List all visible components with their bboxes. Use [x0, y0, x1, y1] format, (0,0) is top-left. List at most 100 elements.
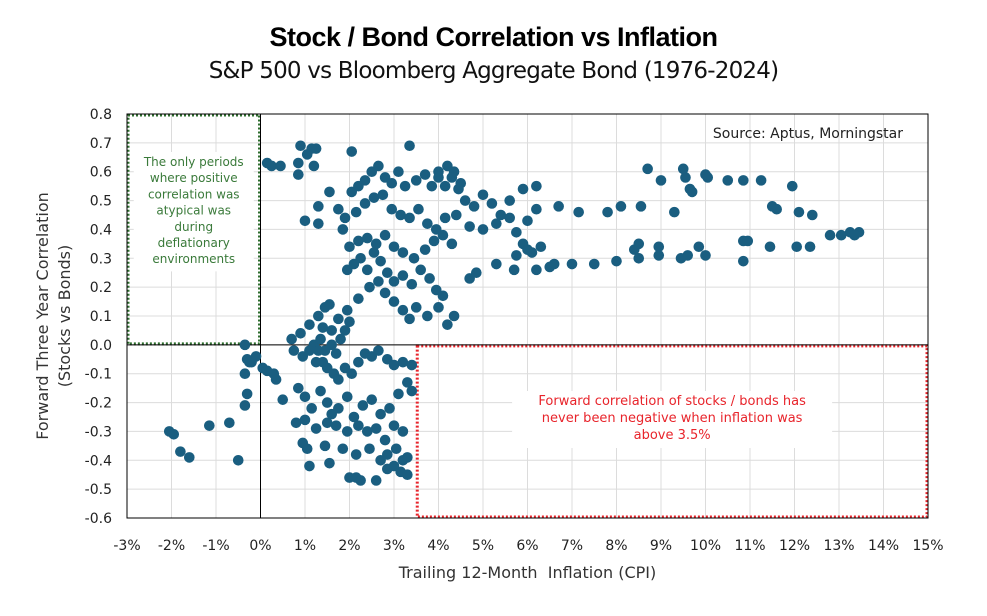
data-point: [682, 250, 693, 261]
data-point: [339, 212, 351, 224]
data-point: [439, 212, 451, 224]
data-point: [304, 345, 315, 356]
data-point: [293, 157, 304, 169]
inflation-note-line: Forward correlation of stocks / bonds ha…: [538, 394, 806, 409]
data-point: [451, 209, 462, 221]
data-point: [531, 264, 542, 276]
data-point: [402, 469, 413, 481]
data-point: [330, 348, 342, 359]
annotation-boxes: [126, 113, 929, 519]
data-point: [286, 333, 297, 345]
data-point: [702, 172, 714, 183]
data-point: [566, 258, 578, 270]
data-point: [419, 169, 431, 180]
data-point: [326, 339, 338, 351]
data-point: [442, 319, 453, 330]
data-point: [406, 359, 418, 371]
data-point: [175, 446, 186, 457]
data-point: [459, 195, 471, 206]
y-tick-label: 0.3: [90, 251, 112, 267]
x-tick-label: 13%: [823, 538, 854, 554]
data-point: [239, 400, 251, 411]
data-point: [393, 388, 404, 400]
data-point: [370, 423, 382, 434]
data-point: [522, 215, 533, 227]
data-point: [655, 175, 667, 186]
y-tick-label: -0.1: [85, 367, 112, 383]
x-tick-label: -3%: [113, 538, 140, 554]
x-tick-label: 7%: [561, 538, 583, 554]
data-point: [346, 368, 358, 380]
data-point: [277, 394, 289, 405]
data-point: [184, 452, 195, 463]
data-point: [293, 169, 304, 180]
data-point: [680, 172, 691, 183]
data-point: [353, 356, 364, 368]
deflation-note-line: environments: [152, 252, 235, 266]
data-point: [204, 420, 215, 431]
data-point: [771, 203, 782, 215]
data-point: [321, 397, 333, 408]
data-point: [422, 310, 433, 322]
data-point: [333, 403, 344, 414]
data-point: [428, 235, 440, 247]
data-point: [390, 443, 402, 455]
data-point: [633, 252, 645, 264]
data-point: [397, 270, 409, 281]
data-point: [339, 325, 351, 336]
data-point: [448, 310, 460, 322]
inflation-note-line: above 3.5%: [634, 428, 711, 443]
data-point: [793, 206, 805, 218]
data-point: [299, 391, 311, 403]
data-point: [642, 163, 653, 175]
x-tick-label: 6%: [516, 538, 538, 554]
y-tick-label: 0.7: [90, 136, 112, 152]
data-points: [163, 140, 865, 486]
data-point: [415, 264, 427, 276]
data-point: [341, 391, 353, 403]
data-point: [693, 241, 705, 253]
data-point: [495, 209, 507, 221]
data-point: [373, 276, 384, 287]
x-tick-label: -2%: [158, 538, 185, 554]
data-point: [791, 241, 803, 253]
y-tick-label: -0.4: [85, 453, 112, 469]
data-point: [531, 180, 542, 192]
y-tick-label: -0.2: [85, 396, 112, 412]
data-point: [382, 449, 393, 460]
data-point: [433, 302, 444, 313]
deflation-note-line: atypical was: [156, 204, 231, 218]
data-point: [382, 267, 393, 279]
data-point: [404, 313, 415, 325]
data-point: [359, 198, 371, 209]
data-point: [511, 227, 522, 238]
data-point: [388, 241, 400, 253]
data-point: [337, 443, 349, 455]
x-tick-label: 1%: [294, 538, 316, 554]
data-point: [849, 229, 860, 241]
data-point: [397, 247, 409, 258]
data-point: [804, 241, 816, 253]
data-point: [333, 203, 344, 215]
data-point: [306, 403, 317, 414]
data-point: [471, 267, 482, 279]
deflation-note-background: [133, 152, 254, 272]
inflation-note-line: never been negative when inflation was: [542, 411, 803, 426]
data-point: [250, 351, 262, 362]
y-tick-label: 0.6: [90, 165, 112, 181]
data-point: [353, 235, 364, 247]
data-point: [633, 238, 645, 250]
data-point: [602, 206, 613, 218]
data-point: [388, 359, 400, 371]
data-point: [317, 322, 329, 333]
data-point: [366, 394, 378, 405]
data-point: [437, 290, 449, 302]
data-point: [357, 400, 369, 411]
plot-frame: [126, 113, 929, 519]
data-point: [304, 319, 315, 330]
data-point: [370, 238, 382, 250]
source-label: Source: Aptus, Morningstar: [713, 126, 903, 142]
data-point: [324, 299, 335, 310]
data-point: [677, 163, 689, 175]
data-point: [742, 235, 754, 247]
